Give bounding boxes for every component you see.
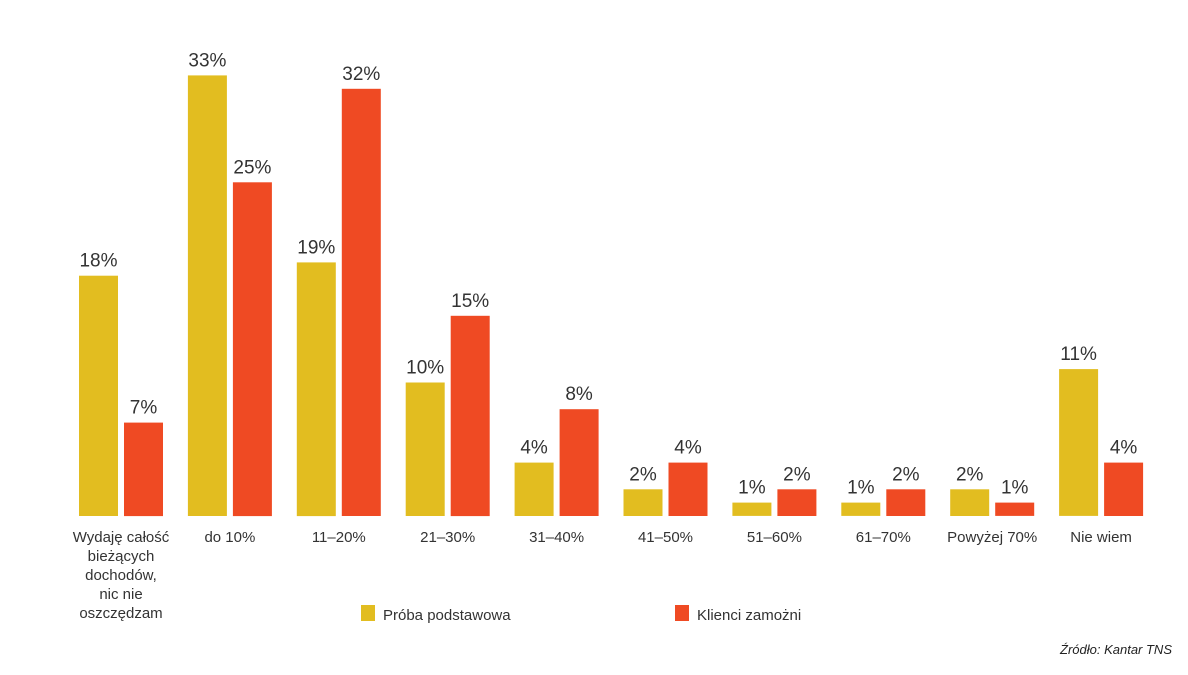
bar-proba-podstawowa-0 [79,275,118,516]
category-label-line: do 10% [204,529,255,546]
value-label-klienci-zamozni-3: 15% [451,291,489,312]
category-label-5: 41–50% [638,529,693,546]
category-label-9: Nie wiem [1070,529,1132,546]
category-label-line: 41–50% [638,529,693,546]
category-label-4: 31–40% [529,529,584,546]
bar-proba-podstawowa-9 [1059,369,1099,516]
category-label-2: 11–20% [312,529,366,546]
legend-swatch-klienci-zamozni [675,605,689,621]
bar-klienci-zamozni-2 [341,88,381,517]
value-label-proba-podstawowa-4: 4% [520,438,548,459]
value-label-proba-podstawowa-8: 2% [956,464,984,485]
bars-group [79,75,1144,517]
category-label-line: bieżących [88,548,155,565]
value-label-klienci-zamozni-5: 4% [674,438,702,459]
value-label-proba-podstawowa-2: 19% [297,237,335,258]
bar-proba-podstawowa-3 [405,382,445,516]
value-label-klienci-zamozni-6: 2% [783,464,811,485]
category-label-line: 11–20% [312,529,366,546]
bar-klienci-zamozni-1 [232,182,272,517]
category-label-line: 21–30% [420,529,475,546]
value-label-proba-podstawowa-3: 10% [406,358,444,379]
bar-proba-podstawowa-6 [732,502,772,516]
bar-klienci-zamozni-6 [777,489,817,516]
bar-proba-podstawowa-7 [841,502,881,516]
category-label-6: 51–60% [747,529,802,546]
bar-klienci-zamozni-3 [450,315,490,517]
category-label-line: nic nie [99,586,142,603]
category-label-7: 61–70% [856,529,911,546]
bar-klienci-zamozni-8 [995,502,1035,516]
bar-proba-podstawowa-5 [623,489,663,516]
bar-klienci-zamozni-7 [886,489,926,516]
value-label-klienci-zamozni-1: 25% [233,157,271,178]
category-labels-group: Wydaję całość bieżących dochodów, nic nie os… [73,529,1132,622]
value-label-klienci-zamozni-7: 2% [892,464,920,485]
bar-klienci-zamozni-0 [124,422,163,517]
value-label-klienci-zamozni-2: 32% [342,64,380,85]
category-label-line: Powyżej 70% [947,529,1037,546]
value-label-proba-podstawowa-1: 33% [188,50,226,71]
bar-klienci-zamozni-4 [559,409,599,516]
legend: Próba podstawowa Klienci zamożni [361,605,801,624]
category-label-line: dochodów, [85,567,157,584]
value-labels-group: 18% 7% 33% 25% 19% 32% 10% 15% 4% 8% 2% 4% 1% 2% 1% 2% 2… [79,50,1137,498]
category-label-line: 51–60% [747,529,802,546]
value-label-klienci-zamozni-8: 1% [1001,478,1029,499]
legend-label-klienci-zamozni: Klienci zamożni [697,607,801,624]
bar-proba-podstawowa-4 [514,462,554,516]
legend-swatch-proba-podstawowa [361,605,375,621]
category-label-1: do 10% [204,529,255,546]
category-label-line: oszczędzam [79,605,162,622]
value-label-proba-podstawowa-5: 2% [629,464,657,485]
category-label-line: 31–40% [529,529,584,546]
category-label-0: Wydaję całość bieżących dochodów, nic nie os… [73,529,170,622]
legend-label-proba-podstawowa: Próba podstawowa [383,607,511,624]
value-label-klienci-zamozni-0: 7% [130,398,158,419]
value-label-proba-podstawowa-6: 1% [738,478,766,499]
bar-klienci-zamozni-5 [668,462,708,516]
category-label-3: 21–30% [420,529,475,546]
value-label-proba-podstawowa-0: 18% [79,251,117,272]
value-label-proba-podstawowa-7: 1% [847,478,875,499]
bar-proba-podstawowa-8 [950,489,990,516]
category-label-line: 61–70% [856,529,911,546]
category-label-8: Powyżej 70% [947,529,1037,546]
category-label-line: Wydaję całość [73,529,170,546]
bar-proba-podstawowa-2 [296,262,336,517]
source-note: Źródło: Kantar TNS [1059,642,1172,657]
value-label-klienci-zamozni-9: 4% [1110,438,1138,459]
value-label-klienci-zamozni-4: 8% [565,384,593,405]
value-label-proba-podstawowa-9: 11% [1060,344,1097,365]
category-label-line: Nie wiem [1070,529,1132,546]
bar-proba-podstawowa-1 [187,75,227,517]
bar-klienci-zamozni-9 [1104,462,1144,516]
